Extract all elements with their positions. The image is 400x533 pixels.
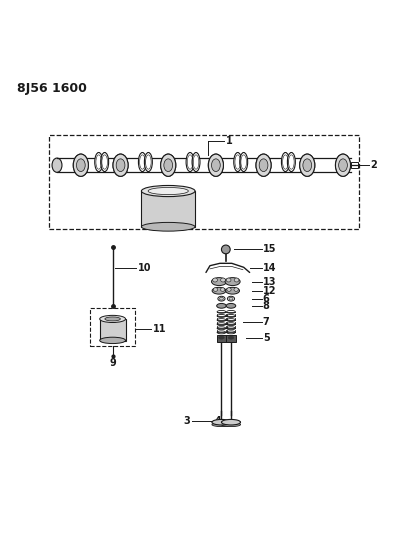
Text: 13: 13 [263, 277, 276, 287]
Ellipse shape [100, 337, 126, 344]
Ellipse shape [101, 152, 109, 172]
Ellipse shape [227, 288, 231, 292]
Ellipse shape [222, 423, 240, 426]
Text: 7: 7 [263, 317, 270, 327]
Ellipse shape [116, 159, 125, 172]
Ellipse shape [73, 154, 88, 176]
Ellipse shape [226, 287, 240, 294]
Ellipse shape [113, 154, 128, 176]
Ellipse shape [208, 154, 224, 176]
Ellipse shape [228, 296, 234, 301]
Text: 5: 5 [263, 334, 270, 343]
Ellipse shape [222, 419, 240, 425]
Ellipse shape [229, 297, 233, 300]
Ellipse shape [303, 159, 312, 172]
Ellipse shape [228, 336, 234, 339]
Ellipse shape [208, 154, 224, 176]
Ellipse shape [339, 159, 347, 172]
Bar [100, 319, 126, 341]
Ellipse shape [212, 419, 231, 425]
Bar [49, 135, 359, 229]
Text: 12: 12 [263, 286, 276, 296]
Ellipse shape [192, 152, 200, 172]
Ellipse shape [256, 154, 271, 176]
Ellipse shape [219, 336, 224, 339]
Ellipse shape [116, 159, 125, 172]
Ellipse shape [256, 154, 271, 176]
Ellipse shape [213, 278, 218, 282]
Ellipse shape [138, 152, 146, 172]
Text: 8: 8 [263, 301, 270, 311]
Ellipse shape [300, 154, 315, 176]
Ellipse shape [220, 288, 225, 292]
Ellipse shape [282, 152, 289, 172]
Ellipse shape [226, 278, 231, 282]
Ellipse shape [240, 152, 248, 172]
Bar [217, 335, 226, 342]
Ellipse shape [164, 159, 172, 172]
Ellipse shape [259, 159, 268, 172]
Ellipse shape [76, 159, 85, 172]
Ellipse shape [222, 245, 230, 254]
Ellipse shape [234, 152, 242, 172]
Ellipse shape [221, 278, 226, 282]
Ellipse shape [287, 152, 295, 172]
Ellipse shape [95, 152, 103, 172]
Ellipse shape [336, 154, 350, 176]
Ellipse shape [161, 154, 176, 176]
Bar [142, 191, 195, 227]
Ellipse shape [100, 316, 126, 322]
Text: 10: 10 [138, 263, 152, 273]
Bar [226, 335, 236, 342]
Ellipse shape [186, 152, 194, 172]
Ellipse shape [113, 154, 128, 176]
Ellipse shape [303, 159, 312, 172]
Text: 3: 3 [183, 416, 190, 426]
Text: 11: 11 [152, 324, 166, 334]
Text: 15: 15 [263, 245, 276, 254]
Ellipse shape [213, 288, 218, 292]
Ellipse shape [144, 152, 152, 172]
Ellipse shape [234, 288, 238, 292]
Ellipse shape [142, 222, 195, 231]
Ellipse shape [164, 159, 172, 172]
Ellipse shape [212, 159, 220, 172]
Bar [351, 163, 358, 168]
Ellipse shape [212, 287, 226, 294]
Text: 14: 14 [263, 263, 276, 273]
Ellipse shape [142, 185, 195, 197]
Ellipse shape [212, 159, 220, 172]
Ellipse shape [148, 188, 188, 195]
Ellipse shape [220, 297, 224, 300]
Ellipse shape [218, 296, 225, 301]
Text: 1: 1 [226, 136, 232, 147]
Text: 6: 6 [263, 294, 270, 304]
Ellipse shape [76, 159, 85, 172]
Ellipse shape [217, 303, 226, 308]
Ellipse shape [300, 154, 315, 176]
Ellipse shape [234, 278, 239, 282]
Text: 2: 2 [370, 160, 377, 170]
Text: 9: 9 [109, 358, 116, 368]
Ellipse shape [73, 154, 88, 176]
Ellipse shape [161, 154, 176, 176]
Ellipse shape [225, 278, 240, 286]
Bar [90, 308, 136, 346]
Ellipse shape [52, 158, 62, 172]
Ellipse shape [259, 159, 268, 172]
Ellipse shape [212, 423, 231, 426]
Text: 8J56 1600: 8J56 1600 [17, 82, 87, 95]
Ellipse shape [339, 159, 347, 172]
Text: 4: 4 [215, 416, 222, 426]
Ellipse shape [105, 317, 120, 321]
Ellipse shape [212, 278, 227, 286]
Ellipse shape [226, 303, 236, 308]
Ellipse shape [336, 154, 350, 176]
